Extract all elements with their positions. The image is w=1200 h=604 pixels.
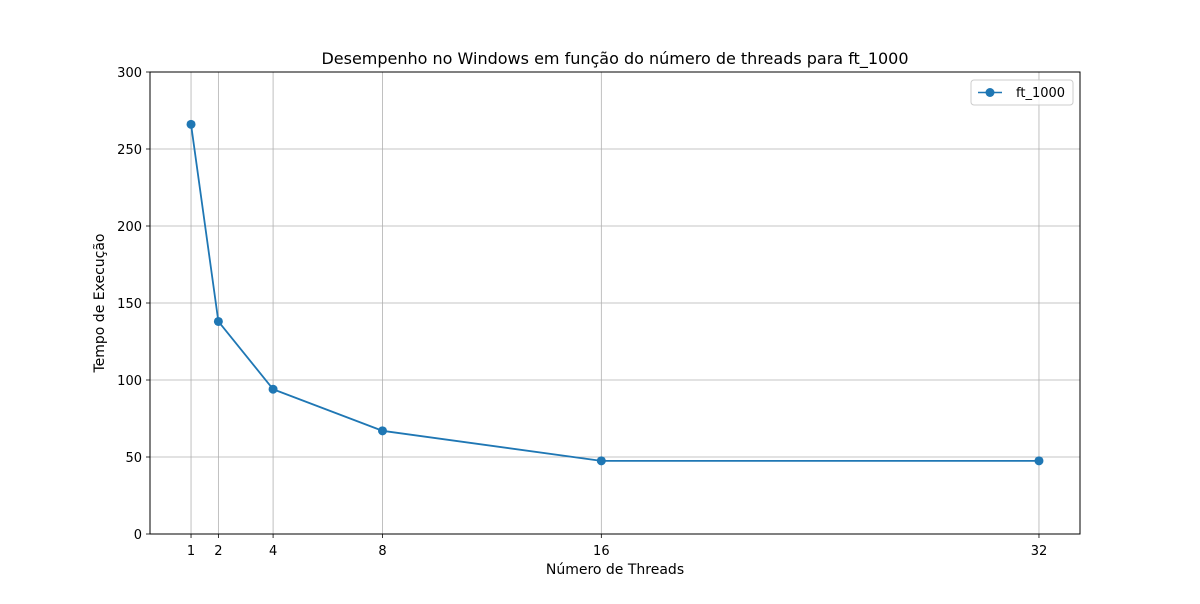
series-layer [186,119,1044,466]
chart-title: Desempenho no Windows em função do númer… [321,49,908,69]
y-tick-label: 0 [134,528,142,543]
y-tick-label: 50 [125,451,142,466]
y-tick-label: 300 [117,66,142,81]
x-tick-label: 16 [593,544,610,559]
series-line-ft-1000 [190,124,1039,462]
legend-frame [970,79,1074,106]
legend-label-ft-1000: ft_1000 [1016,86,1065,101]
y-tick-label: 150 [117,297,142,312]
data-point-marker [596,456,606,466]
x-tick-label: 1 [187,544,195,559]
x-tick-label: 2 [214,544,222,559]
x-tick-label: 8 [378,544,386,559]
x-tick-label: 4 [269,544,277,559]
tick-layer: 1 2 4 8 16 32 0 50 100 150 200 250 300 [117,66,1047,559]
y-tick-label: 200 [117,220,142,235]
x-tick-label: 32 [1031,544,1048,559]
legend: ft_1000 [970,79,1074,106]
legend-marker-swatch [985,88,995,97]
x-axis-label: Número de Threads [546,562,684,578]
data-point-marker [378,426,387,436]
y-tick-label: 100 [117,374,142,389]
data-point-marker [1034,456,1044,466]
data-point-marker [268,384,278,394]
data-point-marker [213,316,223,326]
y-axis-label: Tempo de Execução [92,233,108,373]
data-point-marker [186,119,196,129]
y-tick-label: 250 [117,143,142,158]
